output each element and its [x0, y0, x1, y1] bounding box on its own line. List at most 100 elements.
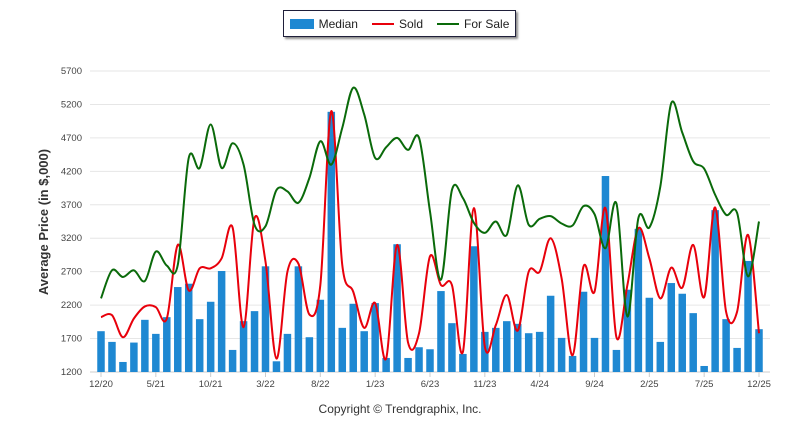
- legend-label-for-sale: For Sale: [464, 16, 510, 31]
- series-lines: [100, 86, 760, 361]
- median-bar-9-24[interactable]: [590, 337, 599, 372]
- legend-label-sold: Sold: [398, 16, 424, 31]
- for-sale-line[interactable]: [100, 86, 760, 318]
- median-bar-9-23[interactable]: [459, 353, 467, 372]
- y-axis-label: Average Price (in $,000): [36, 149, 51, 295]
- copyright-text: Copyright © Trendgraphix, Inc.: [318, 402, 482, 416]
- median-bar-10-25[interactable]: [733, 347, 741, 372]
- median-bar-3-23[interactable]: [393, 244, 401, 372]
- y-tick-label: 2200: [61, 300, 82, 311]
- median-bar-2-25[interactable]: [645, 297, 654, 372]
- median-bar-12-22[interactable]: [360, 331, 368, 372]
- x-tick-label: 4/24: [530, 379, 549, 390]
- median-bar-2-21[interactable]: [119, 361, 127, 372]
- median-bar-5-22[interactable]: [283, 333, 292, 372]
- median-bar-5-21[interactable]: [152, 333, 160, 372]
- median-bar-6-25[interactable]: [689, 313, 697, 372]
- median-bar-10-21[interactable]: [206, 301, 215, 372]
- y-axis-ticks: 1200 1700 2200 2700 3200 3700 4200 4700 5200 5700: [61, 66, 82, 378]
- median-bar-9-25[interactable]: [722, 319, 730, 372]
- median-bar-4-21[interactable]: [141, 319, 149, 372]
- median-bar-9-22[interactable]: [327, 111, 336, 373]
- median-bar-12-23[interactable]: [492, 327, 500, 372]
- median-bar-2-24[interactable]: [513, 323, 522, 372]
- x-tick-label: 11/23: [473, 379, 496, 390]
- median-bar-3-25[interactable]: [656, 341, 665, 372]
- for-sale-line-swatch-icon: [437, 22, 460, 25]
- median-bar-10-24[interactable]: [601, 176, 610, 372]
- median-bar-6-24[interactable]: [557, 337, 566, 372]
- y-tick-label: 2700: [61, 267, 82, 278]
- median-bar-7-23[interactable]: [437, 291, 445, 372]
- y-tick-label: 3700: [61, 200, 82, 211]
- median-bar-7-21[interactable]: [174, 287, 182, 372]
- median-bars: [97, 111, 763, 373]
- median-bar-11-24[interactable]: [612, 349, 621, 372]
- median-bar-8-23[interactable]: [448, 323, 456, 372]
- median-bar-6-23[interactable]: [426, 349, 434, 372]
- median-bar-4-23[interactable]: [404, 357, 412, 372]
- legend: Median Sold For Sale: [283, 10, 516, 37]
- median-bar-4-25[interactable]: [667, 283, 676, 372]
- median-bar-5-23[interactable]: [415, 347, 423, 372]
- median-bar-11-22[interactable]: [349, 303, 357, 372]
- median-bar-11-25[interactable]: [744, 260, 752, 372]
- x-axis-ticks: 12/20 5/21 10/21 3/22 8/22 1/23 6/23 11/23 4/24 9…: [89, 372, 771, 390]
- x-tick-label: 12/25: [747, 379, 771, 390]
- y-tick-label: 5200: [61, 99, 82, 110]
- legend-item-sold[interactable]: Sold: [371, 16, 424, 31]
- median-bar-2-22[interactable]: [250, 311, 259, 372]
- legend-label-median: Median: [318, 16, 358, 31]
- median-bar-4-24[interactable]: [535, 331, 544, 372]
- median-bar-1-23[interactable]: [371, 303, 379, 372]
- median-bar-6-22[interactable]: [294, 266, 303, 372]
- median-bar-swatch-icon: [289, 18, 314, 29]
- y-tick-label: 1200: [61, 367, 82, 378]
- median-bar-3-24[interactable]: [524, 333, 533, 372]
- median-bar-1-25[interactable]: [634, 228, 643, 372]
- median-bar-1-22[interactable]: [239, 321, 248, 372]
- median-bar-1-21[interactable]: [108, 341, 116, 372]
- median-bar-4-22[interactable]: [272, 361, 281, 372]
- y-tick-label: 3200: [61, 233, 82, 244]
- median-bar-5-24[interactable]: [546, 295, 555, 372]
- median-bar-7-24[interactable]: [568, 355, 577, 372]
- median-bar-8-25[interactable]: [711, 210, 719, 372]
- x-tick-label: 2/25: [640, 379, 659, 390]
- median-bar-7-22[interactable]: [305, 337, 314, 372]
- median-bar-3-22[interactable]: [261, 266, 270, 372]
- median-bar-12-21[interactable]: [228, 349, 237, 372]
- x-tick-label: 7/25: [695, 379, 714, 390]
- median-bar-12-20[interactable]: [97, 331, 105, 372]
- legend-item-median[interactable]: Median: [289, 16, 358, 31]
- legend-item-for-sale[interactable]: For Sale: [437, 17, 509, 31]
- median-bar-8-21[interactable]: [184, 283, 193, 372]
- x-tick-label: 3/22: [256, 379, 275, 390]
- median-bar-12-24[interactable]: [623, 289, 632, 372]
- x-tick-label: 10/21: [199, 379, 223, 390]
- x-tick-label: 12/20: [89, 379, 113, 390]
- y-tick-label: 4200: [61, 166, 82, 177]
- x-tick-label: 9/24: [585, 379, 604, 390]
- median-bar-7-25[interactable]: [700, 365, 708, 372]
- median-bar-11-21[interactable]: [217, 270, 226, 372]
- median-bar-10-23[interactable]: [470, 246, 478, 372]
- median-bar-9-21[interactable]: [195, 319, 204, 372]
- median-bar-2-23[interactable]: [382, 357, 390, 372]
- y-tick-label: 5700: [61, 66, 82, 77]
- y-tick-label: 4700: [61, 133, 82, 144]
- x-tick-label: 6/23: [421, 379, 440, 390]
- median-bar-5-25[interactable]: [678, 293, 686, 372]
- x-tick-label: 1/23: [366, 379, 385, 390]
- median-bar-6-21[interactable]: [163, 317, 171, 372]
- median-bar-3-21[interactable]: [130, 342, 138, 372]
- median-bar-11-23[interactable]: [481, 331, 489, 372]
- sold-line[interactable]: [100, 110, 760, 361]
- median-bar-1-24[interactable]: [503, 321, 511, 372]
- median-bar-12-25[interactable]: [755, 329, 763, 372]
- x-tick-label: 5/21: [147, 379, 166, 390]
- median-bar-8-22[interactable]: [316, 299, 325, 372]
- median-bar-8-24[interactable]: [579, 291, 588, 372]
- median-bar-10-22[interactable]: [338, 327, 347, 372]
